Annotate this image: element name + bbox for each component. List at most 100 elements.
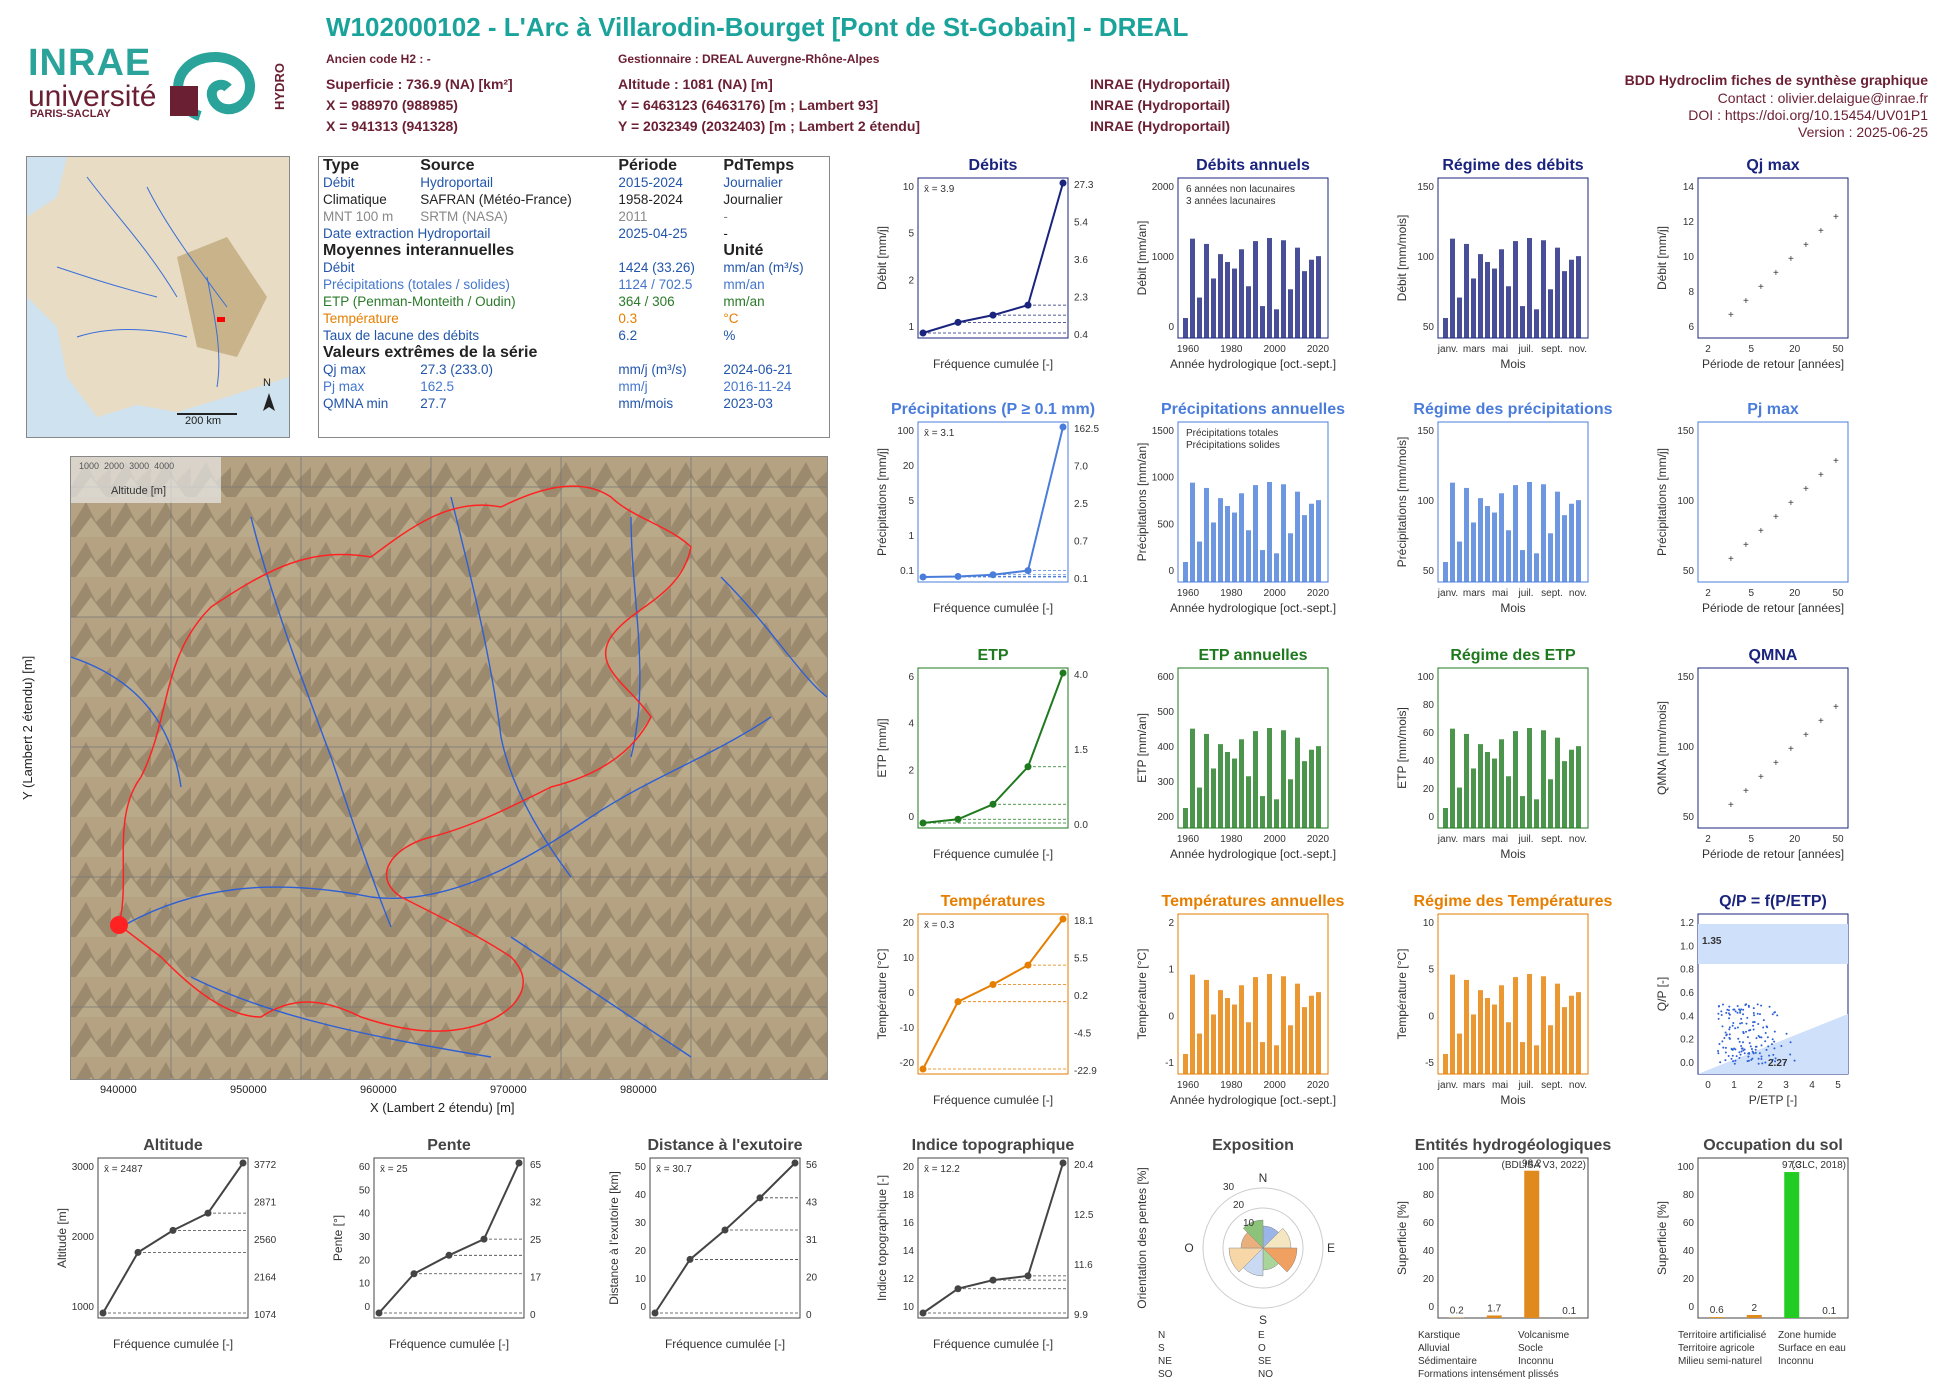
x-tick: 20 — [1789, 834, 1801, 845]
scatter-point — [1755, 1049, 1757, 1051]
doi: DOI : https://doi.org/10.15454/UV01P1 — [1688, 107, 1928, 123]
bar-label: 0.1 — [1562, 1306, 1576, 1317]
bar — [1302, 271, 1307, 338]
map-ylabel: Y (Lambert 2 étendu) [m] — [20, 656, 35, 800]
x-tick: 1960 — [1177, 588, 1200, 599]
bar — [1246, 1022, 1251, 1074]
row-source: SRTM (NASA) — [416, 208, 614, 225]
y-tick: 80 — [1423, 1190, 1435, 1201]
chart-title: Altitude — [143, 1137, 203, 1154]
chart-precipitations: Précipitations (P ≥ 0.1 mm) 162.5 7.0 2.5 0.… — [870, 400, 1120, 635]
x-tick: 50 — [1832, 834, 1844, 845]
x-tick: 2000 — [1264, 834, 1287, 845]
chart-title: Régime des ETP — [1450, 647, 1576, 664]
scatter-point — [1731, 1048, 1733, 1050]
bar — [1471, 768, 1476, 828]
bar — [1499, 493, 1504, 582]
y-lambert93: Y = 6463123 (6463176) [m ; Lambert 93] — [618, 97, 878, 113]
right-tick: 2871 — [254, 1198, 277, 1209]
bar — [1309, 504, 1314, 582]
y-tick: 1 — [908, 531, 914, 542]
legend-entry: 6 années non lacunaires — [1186, 184, 1295, 195]
scatter-point — [1752, 1025, 1754, 1027]
x-axis-label: Mois — [1500, 601, 1525, 615]
scatter-point — [1753, 1014, 1755, 1016]
bar — [1267, 482, 1272, 582]
right-tick: 11.6 — [1074, 1260, 1093, 1271]
y-tick: 10 — [1683, 252, 1695, 263]
y-tick: 5 — [1428, 965, 1434, 976]
bar — [1190, 975, 1195, 1074]
legend-entry: Alluvial — [1418, 1343, 1450, 1354]
mean-label: x̄ = 0.3 — [924, 920, 955, 931]
bar — [1218, 498, 1223, 582]
scatter-point — [1773, 1041, 1775, 1043]
version: Version : 2025-06-25 — [1798, 124, 1928, 140]
chart-qmna: QMNA++++++++Période de retour [années]QM… — [1650, 646, 1900, 881]
y-tick: 0 — [1428, 1302, 1434, 1313]
chart-title: Températures annuelles — [1162, 893, 1345, 910]
legend-entry: Surface en eau — [1778, 1343, 1846, 1354]
scatter-point — [1723, 1037, 1725, 1039]
x-tick: nov. — [1569, 344, 1587, 355]
bar — [1197, 542, 1202, 582]
scatter-point — [1747, 1036, 1749, 1038]
contact: Contact : olivier.delaigue@inrae.fr — [1718, 90, 1928, 106]
bar — [1225, 506, 1230, 582]
map-xtick: 950000 — [230, 1084, 267, 1096]
scatter-point — [1732, 1055, 1734, 1057]
scatter-point — [1786, 1033, 1788, 1035]
legend-entry: NO — [1258, 1369, 1273, 1380]
x-tick: 2020 — [1307, 1080, 1330, 1091]
bar — [1492, 759, 1497, 828]
x-axis-label: Mois — [1500, 847, 1525, 861]
y-axis-label: Débit [mm/j] — [1655, 226, 1669, 290]
x-tick: sept. — [1541, 834, 1563, 845]
scatter-point — [1758, 1058, 1760, 1060]
scatter-point — [1773, 1047, 1775, 1049]
y-tick: 500 — [1157, 519, 1174, 530]
bar — [1450, 239, 1455, 338]
bar — [1524, 1171, 1539, 1318]
bar — [1302, 761, 1307, 828]
bar — [1450, 483, 1455, 582]
map-xtick: 970000 — [490, 1084, 527, 1096]
scatter-point — [1772, 1013, 1774, 1015]
bar — [1784, 1172, 1799, 1318]
bar — [1253, 977, 1258, 1074]
x-tick: 1960 — [1177, 834, 1200, 845]
x-tick: 20 — [1789, 588, 1801, 599]
bar — [1274, 553, 1279, 582]
bar — [1450, 729, 1455, 828]
bar — [1443, 318, 1448, 338]
y-tick: 1000 — [1152, 252, 1175, 263]
legend-entry: O — [1258, 1343, 1266, 1354]
scatter-point — [1748, 1005, 1750, 1007]
scatter-point — [1739, 1012, 1741, 1014]
x-tick: 2000 — [1264, 344, 1287, 355]
scatter-point: + — [1818, 716, 1824, 727]
hydro-logo-icon — [160, 46, 270, 124]
relief-map: 1000 2000 3000 4000 Altitude [m] — [70, 456, 828, 1080]
x-tick: 1980 — [1220, 344, 1243, 355]
scatter-point — [1742, 1049, 1744, 1051]
x-tick: janv. — [1437, 1080, 1458, 1091]
bar — [1232, 269, 1237, 338]
bar — [1520, 306, 1525, 338]
y-tick: 2000 — [72, 1232, 95, 1243]
source-2: INRAE (Hydroportail) — [1090, 97, 1230, 113]
annotation: 1.35 — [1702, 936, 1722, 947]
scatter-point — [1772, 1054, 1774, 1056]
bar — [1534, 553, 1539, 582]
y-tick: 14 — [1683, 182, 1695, 193]
scatter-point: + — [1773, 268, 1779, 279]
bar — [1555, 248, 1560, 338]
y-axis-label: Précipitations [mm/an] — [1135, 443, 1149, 562]
right-tick: 0 — [530, 1310, 536, 1321]
y-tick: 80 — [1683, 1190, 1695, 1201]
right-tick: 3772 — [254, 1160, 277, 1171]
scatter-point — [1721, 1040, 1723, 1042]
scatter-point — [1738, 1051, 1740, 1053]
y-tick: 0.0 — [1680, 1058, 1694, 1069]
y-tick: 10 — [1423, 918, 1435, 929]
